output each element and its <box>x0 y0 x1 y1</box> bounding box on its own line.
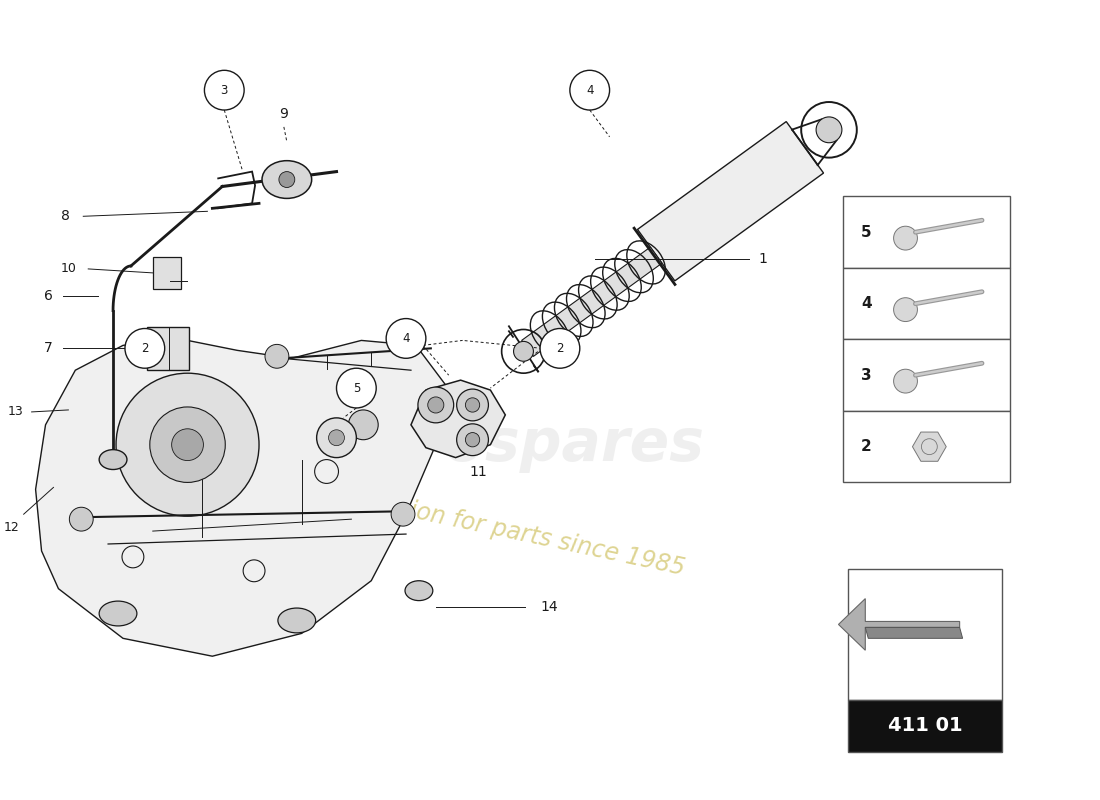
Circle shape <box>893 370 917 393</box>
Circle shape <box>317 418 356 458</box>
Circle shape <box>69 507 94 531</box>
Text: 3: 3 <box>861 368 871 382</box>
Circle shape <box>279 171 295 187</box>
Bar <box>848 700 1002 751</box>
Ellipse shape <box>405 581 432 601</box>
Text: 1: 1 <box>759 252 768 266</box>
Circle shape <box>465 398 480 412</box>
Polygon shape <box>866 627 962 638</box>
Text: 4: 4 <box>586 84 594 97</box>
Text: 411 01: 411 01 <box>888 716 962 735</box>
Circle shape <box>893 226 917 250</box>
Bar <box>848 569 1002 700</box>
Circle shape <box>428 397 443 413</box>
Polygon shape <box>838 598 959 650</box>
Circle shape <box>392 502 415 526</box>
Text: 4: 4 <box>403 332 410 345</box>
Bar <box>843 268 1010 339</box>
Text: 14: 14 <box>540 599 558 614</box>
Ellipse shape <box>262 161 311 198</box>
Circle shape <box>349 410 378 440</box>
Text: 3: 3 <box>221 84 228 97</box>
Text: 9: 9 <box>279 107 288 121</box>
Circle shape <box>205 70 244 110</box>
Bar <box>843 197 1010 268</box>
Text: 5: 5 <box>861 225 871 240</box>
Circle shape <box>337 368 376 408</box>
Text: 6: 6 <box>44 289 53 302</box>
Text: 2: 2 <box>861 439 871 454</box>
Text: 12: 12 <box>4 521 20 534</box>
Circle shape <box>116 373 258 516</box>
Text: 13: 13 <box>8 406 23 418</box>
Text: 11: 11 <box>470 465 487 478</box>
Circle shape <box>465 433 480 447</box>
Text: 2: 2 <box>141 342 149 355</box>
Bar <box>843 411 1010 482</box>
Circle shape <box>172 429 204 461</box>
Circle shape <box>150 407 226 482</box>
Text: 2: 2 <box>557 342 563 355</box>
Ellipse shape <box>99 601 136 626</box>
Circle shape <box>514 342 534 362</box>
Polygon shape <box>521 247 662 357</box>
Text: 10: 10 <box>60 262 76 275</box>
Ellipse shape <box>278 608 316 633</box>
Circle shape <box>456 424 488 456</box>
Polygon shape <box>638 122 824 281</box>
Bar <box>153 257 180 289</box>
Circle shape <box>265 344 289 368</box>
Text: 5: 5 <box>353 382 360 394</box>
Circle shape <box>893 298 917 322</box>
Text: 8: 8 <box>60 210 69 223</box>
Text: a passion for parts since 1985: a passion for parts since 1985 <box>333 482 688 580</box>
Circle shape <box>456 389 488 421</box>
Polygon shape <box>35 338 446 656</box>
Bar <box>843 339 1010 411</box>
Circle shape <box>125 329 165 368</box>
Circle shape <box>386 318 426 358</box>
Circle shape <box>816 117 842 142</box>
Ellipse shape <box>99 450 127 470</box>
Text: eurospares: eurospares <box>336 416 705 473</box>
Circle shape <box>540 329 580 368</box>
Circle shape <box>329 430 344 446</box>
Text: 7: 7 <box>44 342 53 355</box>
Polygon shape <box>411 380 505 458</box>
Text: 4: 4 <box>861 296 871 311</box>
Circle shape <box>570 70 609 110</box>
Circle shape <box>418 387 453 423</box>
Bar <box>146 326 188 370</box>
